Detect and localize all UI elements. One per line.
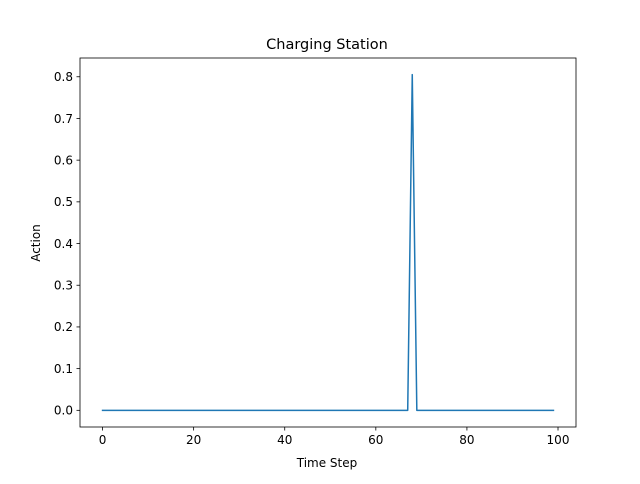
y-tick-label: 0.8 bbox=[54, 70, 73, 84]
x-tick-label: 20 bbox=[186, 433, 201, 447]
x-tick-label: 100 bbox=[547, 433, 570, 447]
x-tick-label: 40 bbox=[277, 433, 292, 447]
plot-area bbox=[79, 57, 577, 428]
y-axis-label: Action bbox=[29, 224, 43, 262]
series-line-0 bbox=[101, 73, 555, 412]
y-tick-label: 0.7 bbox=[54, 112, 73, 126]
axis-ticks: 0 20 40 60 80 100 0.0 0.1 0.2 0.3 0.4 0.5 0.6 0.7 0.8 bbox=[54, 70, 570, 447]
x-tick-label: 80 bbox=[459, 433, 474, 447]
x-axis-label: Time Step bbox=[296, 456, 358, 470]
y-tick-label: 0.3 bbox=[54, 279, 73, 293]
y-tick-label: 0.5 bbox=[54, 195, 73, 209]
chart-title: Charging Station bbox=[266, 37, 388, 53]
axes-frame bbox=[79, 57, 577, 428]
y-tick-label: 0.2 bbox=[54, 320, 73, 334]
y-tick-label: 0.6 bbox=[54, 153, 73, 167]
x-tick-label: 60 bbox=[368, 433, 383, 447]
y-tick-label: 0.0 bbox=[54, 404, 73, 418]
y-tick-label: 0.1 bbox=[54, 362, 73, 376]
y-tick-label: 0.4 bbox=[54, 237, 73, 251]
x-tick-label: 0 bbox=[99, 433, 107, 447]
